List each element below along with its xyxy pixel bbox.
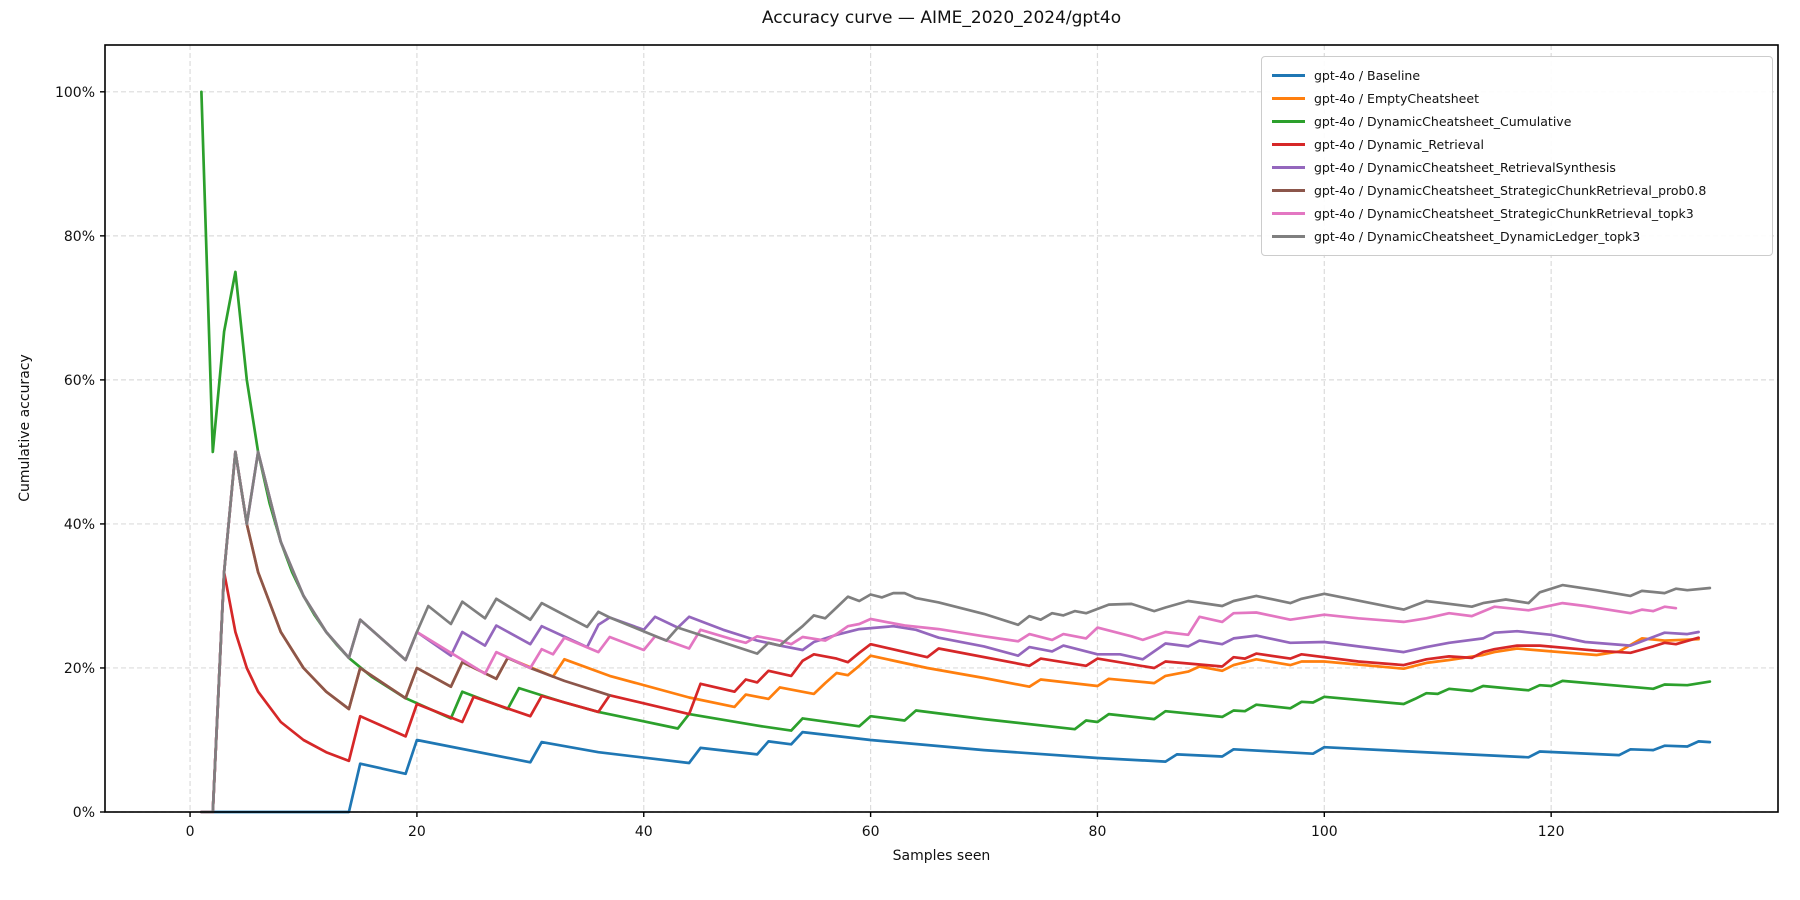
legend-item: gpt-4o / EmptyCheatsheet (1272, 87, 1762, 110)
legend-line-swatch (1272, 74, 1305, 77)
x-tick-label: 120 (1538, 824, 1565, 840)
legend: gpt-4o / Baseline gpt-4o / EmptyCheatshee… (1261, 56, 1773, 256)
x-tick-label: 40 (635, 824, 653, 840)
legend-item: gpt-4o / DynamicCheatsheet_RetrievalSynt… (1272, 156, 1762, 179)
x-axis-label: Samples seen (892, 848, 991, 864)
legend-line-swatch (1272, 212, 1305, 215)
legend-item: gpt-4o / DynamicCheatsheet_StrategicChun… (1272, 179, 1762, 202)
legend-item: gpt-4o / Baseline (1272, 64, 1762, 87)
legend-label: gpt-4o / DynamicCheatsheet_Cumulative (1314, 114, 1572, 129)
axes-spines (104, 44, 1779, 813)
y-tick-label: 60% (64, 373, 95, 389)
legend-label: gpt-4o / DynamicCheatsheet_StrategicChun… (1314, 206, 1694, 221)
legend-label: gpt-4o / Dynamic_Retrieval (1314, 137, 1484, 152)
x-tick-label: 80 (1089, 824, 1107, 840)
legend-line-swatch (1272, 97, 1305, 100)
series-line-gpt-4o-dynamiccheatsheet-strategicchunkretrieval-prob0-8 (200, 450, 612, 814)
x-tick-label: 60 (862, 824, 880, 840)
legend-item: gpt-4o / DynamicCheatsheet_DynamicLedger… (1272, 225, 1762, 248)
series-line-gpt-4o-dynamic-retrieval (200, 570, 1700, 814)
x-tick-label: 20 (408, 824, 426, 840)
legend-item: gpt-4o / DynamicCheatsheet_StrategicChun… (1272, 202, 1762, 225)
x-tick-label: 0 (186, 824, 195, 840)
y-tick-label: 100% (55, 85, 95, 101)
y-tick-label: 20% (64, 661, 95, 677)
legend-label: gpt-4o / DynamicCheatsheet_StrategicChun… (1314, 183, 1707, 198)
y-tick-label: 80% (64, 229, 95, 245)
legend-item: gpt-4o / DynamicCheatsheet_Cumulative (1272, 110, 1762, 133)
series-line-gpt-4o-baseline (200, 730, 1712, 814)
legend-label: gpt-4o / Baseline (1314, 68, 1421, 83)
legend-label: gpt-4o / DynamicCheatsheet_DynamicLedger… (1314, 229, 1641, 244)
chart-title: Accuracy curve — AIME_2020_2024/gpt4o (761, 8, 1122, 28)
y-tick-label: 40% (64, 517, 95, 533)
legend-line-swatch (1272, 143, 1305, 146)
series-line-gpt-4o-dynamiccheatsheet-strategicchunkretrieval-topk3 (200, 450, 1678, 814)
legend-line-swatch (1272, 235, 1305, 238)
y-tick-label: 0% (73, 805, 95, 821)
legend-line-swatch (1272, 120, 1305, 123)
legend-item: gpt-4o / Dynamic_Retrieval (1272, 133, 1762, 156)
legend-line-swatch (1272, 189, 1305, 192)
legend-label: gpt-4o / DynamicCheatsheet_RetrievalSynt… (1314, 160, 1616, 175)
series-line-gpt-4o-dynamiccheatsheet-dynamicledger-topk3 (200, 450, 1712, 814)
x-tick-label: 100 (1311, 824, 1338, 840)
legend-label: gpt-4o / EmptyCheatsheet (1314, 91, 1479, 106)
y-axis-label: Cumulative accuracy (17, 354, 33, 502)
legend-line-swatch (1272, 166, 1305, 169)
